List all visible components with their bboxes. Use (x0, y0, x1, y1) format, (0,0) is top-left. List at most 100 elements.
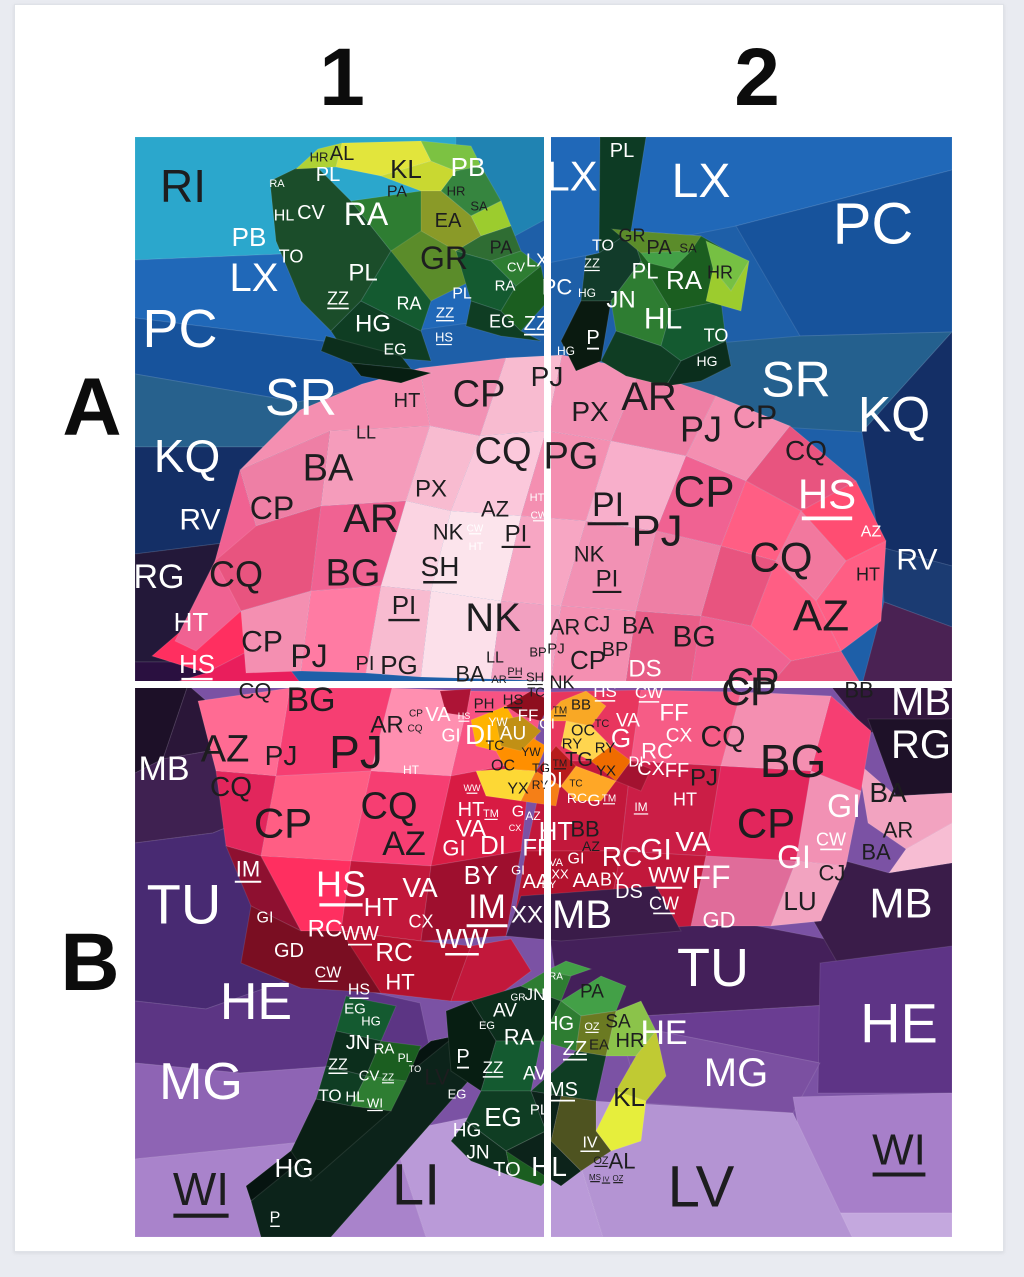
facet-code-label: HS (593, 682, 617, 701)
facet-code-label: FF (665, 760, 689, 782)
facet-code-label: PB (451, 152, 486, 182)
facet-code-label: HR (310, 150, 329, 165)
facet (595, 1090, 647, 1152)
facet-code-label: HS (316, 864, 366, 905)
facet-code-label: RI (160, 160, 206, 212)
facet-code-label: CX (637, 758, 665, 780)
facet (610, 228, 702, 254)
facet-code-label: TC (527, 685, 544, 700)
facet-code-label: CP (254, 800, 312, 847)
facet-code-label: G (512, 804, 524, 821)
facet-code-label: BY (464, 860, 499, 890)
facet-code-label: CW (467, 524, 484, 535)
facet-code-label: HG (544, 1013, 574, 1035)
facet-code-label: YX (507, 781, 529, 798)
facet-code-label: HT (458, 799, 485, 821)
facet-code-label: BP (529, 645, 546, 660)
facet-code-label: RY (595, 739, 616, 756)
facet-code-label: HT (403, 763, 420, 777)
facet-code-label: BY (600, 869, 624, 889)
facet (544, 960, 593, 977)
facet-code-label: HS (179, 649, 215, 679)
facet-code-label: MG (159, 1053, 243, 1111)
facet-code-label: P (586, 327, 599, 349)
grid-divider-horizontal (135, 681, 952, 688)
facet-code-label: GI (640, 834, 672, 867)
facet-code-label: LX (672, 155, 731, 208)
facet-code-label: BB (844, 678, 873, 703)
facet-code-label: WI (872, 1125, 926, 1174)
facet-code-label: SA (470, 199, 488, 214)
facet-code-label: G (611, 723, 631, 753)
facet-code-label: PC (542, 275, 573, 300)
facet-code-label: IM (236, 857, 260, 882)
facet-code-label: PJ (329, 726, 383, 778)
facet-code-label: DI (629, 753, 644, 770)
facet-code-label: TU (147, 873, 222, 936)
facet-code-label: RC (308, 915, 343, 942)
facet-code-label: HT (856, 564, 880, 584)
facet-code-label: RG (891, 723, 951, 767)
facet-code-label: TM (553, 706, 567, 717)
facet-code-label: CQ (209, 554, 263, 595)
facet-code-label: CW (816, 829, 846, 849)
facet-code-label: PA (646, 237, 672, 259)
facet-code-label: RA (666, 265, 703, 295)
facet-code-label: AL (609, 1149, 636, 1174)
facet-code-label: CP (733, 399, 777, 435)
facet-code-label: VA (456, 815, 486, 842)
facet-code-label: CP (721, 670, 777, 714)
facet-code-label: DI (480, 830, 506, 860)
facet-code-label: HS (348, 982, 370, 999)
facet-code-label: HE (220, 973, 292, 1031)
facet-code-label: PA (490, 237, 513, 257)
facet-code-label: TU (677, 938, 749, 998)
facet-code-label: FF (691, 859, 730, 895)
facet-code-label: PX (571, 396, 609, 427)
facet-code-label: CQ (701, 721, 746, 754)
grid-column-label-2: 2 (734, 32, 780, 123)
facet-code-label: TO (318, 1086, 341, 1105)
facet-code-label: HG (275, 1153, 314, 1183)
facet-code-label: PJ (290, 638, 327, 674)
facet-code-label: RY (562, 735, 583, 752)
facet-code-label: OZ (584, 1021, 600, 1033)
facet-code-label: SA (605, 1012, 631, 1033)
facet-code-label: DI (465, 719, 493, 750)
facet-code-label: NK (549, 672, 574, 692)
facet-code-label: BY (542, 879, 557, 891)
facet-code-label: HT (539, 816, 574, 846)
facet (615, 1029, 667, 1102)
facet-code-label: MS (589, 1173, 601, 1182)
facet-code-label: CX (509, 823, 522, 833)
facet-code-label: CQ (750, 534, 813, 581)
facet-code-label: CV (359, 1067, 380, 1084)
facet (857, 761, 952, 850)
facet-code-label: PJ (680, 409, 722, 450)
facet-code-label: KQ (858, 387, 930, 443)
facet (861, 601, 952, 686)
facet-code-label: WW (464, 783, 481, 793)
facet-code-label: VA (549, 857, 564, 869)
facet-code-label: PG (544, 435, 599, 477)
facet-code-label: LL (486, 650, 504, 667)
facet-code-label: WW (436, 923, 489, 954)
facet-code-label: GI (257, 910, 274, 927)
facet-code-label: EG (484, 1102, 522, 1132)
facet-code-label: AL (330, 143, 354, 165)
facet-code-label: CP (727, 661, 780, 703)
facet-code-label: GI (539, 715, 555, 732)
facet-code-label: GR (511, 993, 526, 1004)
facet-code-label: GR (619, 225, 646, 245)
facet-code-label: PC (142, 299, 217, 359)
facet (560, 765, 617, 802)
facet-code-label: LX (526, 250, 548, 270)
facet (420, 140, 482, 172)
facet-code-label: PI (505, 520, 528, 547)
facet-code-label: AZ (382, 825, 425, 863)
facet (349, 362, 433, 384)
facet-code-label: NK (465, 596, 521, 640)
facet-code-label: HL (531, 1151, 567, 1182)
facet-code-label: PJ (547, 640, 565, 657)
facet-code-label: AR (370, 711, 403, 738)
